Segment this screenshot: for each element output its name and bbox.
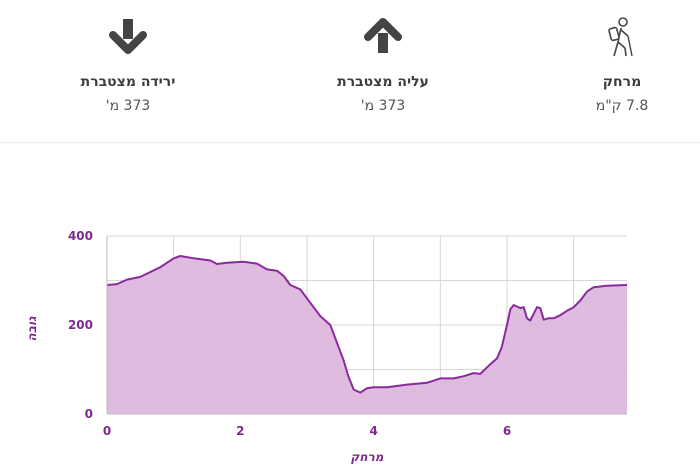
- stat-distance-label: מרחק: [602, 74, 642, 90]
- chart-ticks: 0 2 4 6 0 200 400: [68, 229, 511, 438]
- arrow-up-icon: [363, 16, 403, 60]
- stat-ascent-value: 373 מ': [360, 98, 406, 114]
- stat-ascent-label: עליה מצטברת: [337, 74, 429, 90]
- arrow-down-icon: [108, 16, 148, 60]
- stat-descent-label: ירידה מצטברת: [80, 74, 176, 90]
- x-tick-label: 2: [236, 424, 244, 438]
- stats-bar: ירידה מצטברת 373 מ' עליה מצטברת 373 מ': [0, 0, 700, 143]
- stat-distance: מרחק 7.8 ק"מ: [532, 0, 700, 142]
- hiker-icon: [602, 16, 642, 64]
- x-tick-label: 4: [369, 424, 377, 438]
- elevation-line: [106, 255, 628, 394]
- stat-descent-value: 373 מ': [105, 98, 151, 114]
- stat-descent: ירידה מצטברת 373 מ': [38, 0, 218, 142]
- x-tick-label: 0: [103, 424, 111, 438]
- elevation-chart: 0 2 4 6 0 200 400 מרחק גובה: [25, 229, 628, 464]
- x-tick-label: 6: [503, 424, 511, 438]
- y-axis-title: גובה: [25, 316, 39, 342]
- elevation-area: [107, 256, 627, 414]
- stat-ascent: עליה מצטברת 373 מ': [293, 0, 473, 142]
- chart-axes: [106, 236, 627, 415]
- y-tick-label: 0: [85, 407, 93, 421]
- stat-distance-value: 7.8 ק"מ: [595, 98, 649, 114]
- y-tick-label: 200: [68, 318, 93, 332]
- x-axis-title: מרחק: [351, 450, 384, 464]
- y-tick-label: 400: [68, 229, 93, 243]
